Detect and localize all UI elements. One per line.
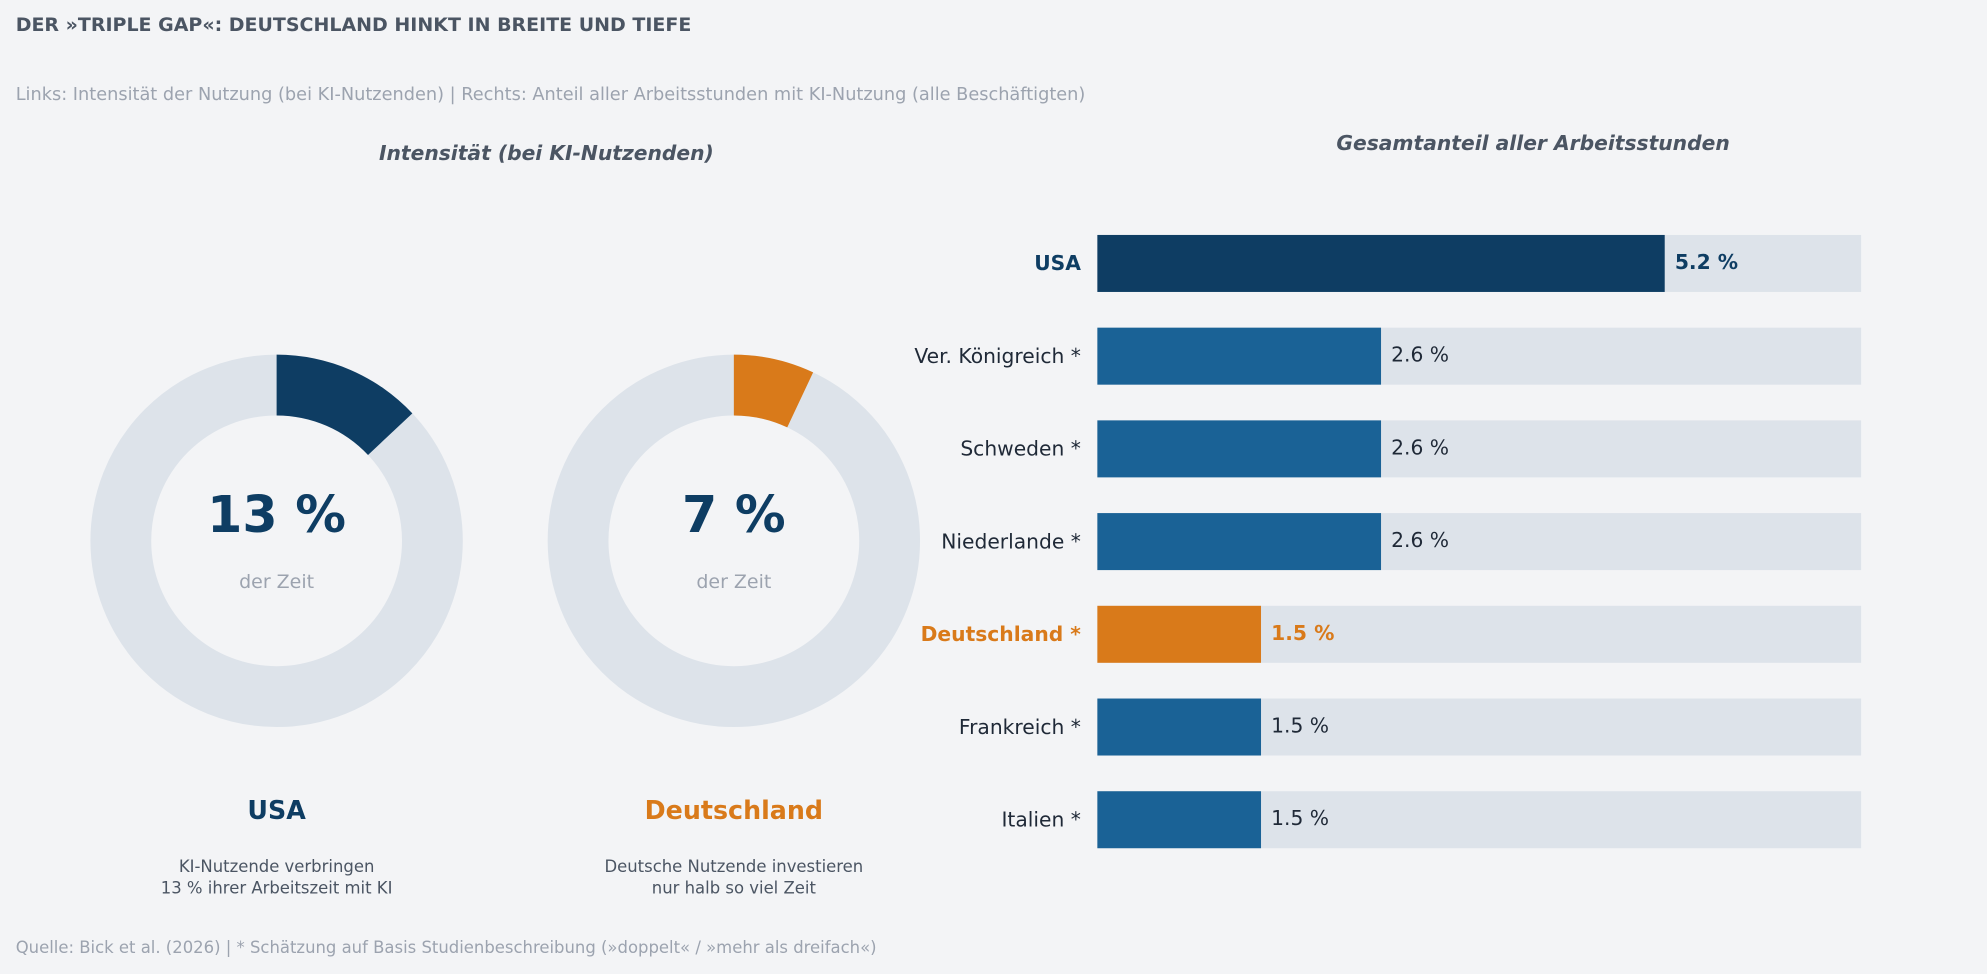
value-label: 2.6 %: [1391, 435, 1449, 459]
value-label: 2.6 %: [1391, 343, 1449, 367]
bar: [1097, 420, 1382, 478]
chart-title: Gesamtanteil aller Arbeitsstunden: [1336, 131, 1729, 155]
chart-title: Intensität (bei KI-Nutzenden): [379, 141, 714, 165]
value-label: 5.2 %: [1675, 250, 1738, 274]
donut-segment: [733, 354, 814, 428]
category-label: Schweden *: [960, 437, 1081, 461]
donut-segment: [276, 354, 413, 455]
caption: 13 % ihrer Arbeitszeit mit KI: [161, 879, 393, 898]
bar: [1097, 698, 1262, 756]
value-label: 1.5 %: [1271, 714, 1329, 738]
page-title: DER »TRIPLE GAP«: DEUTSCHLAND HINKT IN B…: [16, 14, 692, 36]
bar: [1097, 513, 1382, 571]
bar: [1097, 234, 1665, 292]
category-label: Ver. Königreich *: [914, 344, 1081, 368]
value-label: 2.6 %: [1391, 528, 1449, 552]
center-value: 13 %: [207, 485, 346, 544]
category-label: Niederlande *: [941, 529, 1081, 553]
caption: Deutsche Nutzende investieren: [604, 857, 863, 876]
category-label: USA: [1034, 251, 1081, 275]
center-value: 7 %: [682, 485, 786, 544]
category-label: Frankreich *: [959, 715, 1081, 739]
caption: KI-Nutzende verbringen: [179, 857, 375, 876]
caption: nur halb so viel Zeit: [652, 879, 817, 898]
source: Quelle: Bick et al. (2026) | * Schätzung…: [16, 938, 877, 957]
bar: [1097, 327, 1382, 385]
donut-name: USA: [247, 795, 306, 825]
subtitle: Links: Intensität der Nutzung (bei KI-Nu…: [16, 85, 1086, 105]
center-label: der Zeit: [239, 571, 314, 593]
donut-name: Deutschland: [645, 795, 823, 825]
center-label: der Zeit: [696, 571, 771, 593]
bar: [1097, 605, 1262, 663]
bar: [1097, 791, 1262, 849]
donut-track: [90, 354, 463, 728]
category-label: Deutschland *: [921, 622, 1082, 646]
value-label: 1.5 %: [1271, 621, 1334, 645]
value-label: 1.5 %: [1271, 806, 1329, 830]
category-label: Italien *: [1001, 807, 1080, 831]
